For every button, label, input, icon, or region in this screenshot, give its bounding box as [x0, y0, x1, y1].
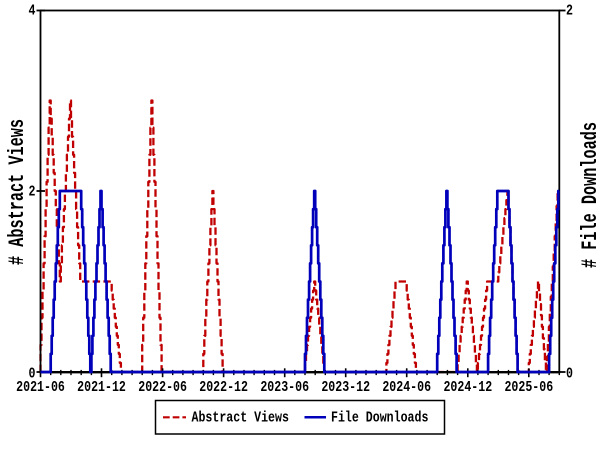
svg-text:2025-06: 2025-06: [504, 379, 553, 396]
svg-text:4: 4: [29, 2, 36, 19]
svg-text:2023-12: 2023-12: [321, 379, 370, 396]
svg-text:2021-06: 2021-06: [16, 379, 65, 396]
svg-text:0: 0: [566, 365, 573, 382]
svg-text:2022-06: 2022-06: [138, 379, 187, 396]
svg-text:2: 2: [566, 2, 573, 19]
svg-text:2021-12: 2021-12: [77, 379, 126, 396]
svg-text:File Downloads: File Downloads: [331, 409, 429, 426]
svg-text:2022-12: 2022-12: [199, 379, 248, 396]
svg-text:2023-06: 2023-06: [260, 379, 309, 396]
svg-text:# File Downloads: # File Downloads: [577, 122, 600, 268]
svg-text:2024-12: 2024-12: [443, 379, 492, 396]
svg-text:2024-06: 2024-06: [382, 379, 431, 396]
svg-text:# Abstract Views: # Abstract Views: [4, 119, 30, 265]
svg-text:0: 0: [29, 365, 36, 382]
svg-text:2: 2: [29, 183, 36, 200]
svg-text:Abstract Views: Abstract Views: [192, 409, 290, 426]
